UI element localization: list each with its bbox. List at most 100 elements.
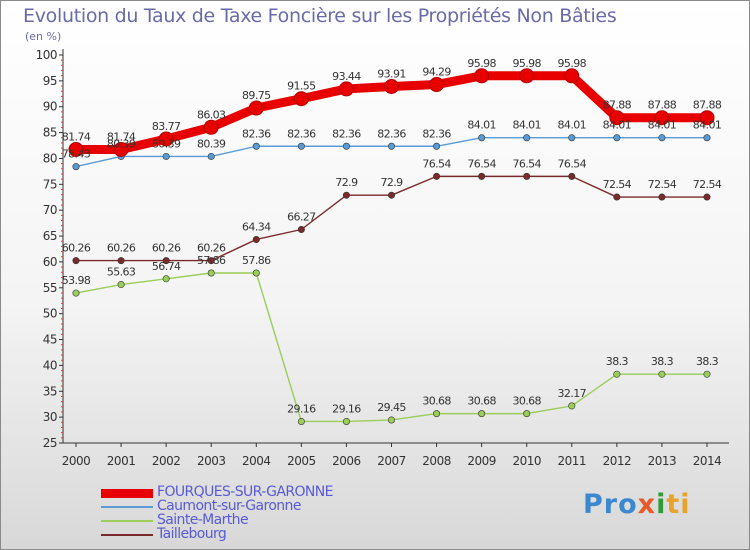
data-point-fourques — [564, 68, 580, 84]
data-label: 81.74 — [107, 130, 136, 143]
x-tick-label: 2003 — [197, 454, 226, 468]
data-label: 82.36 — [287, 127, 316, 140]
y-tick-label: 55 — [43, 281, 57, 295]
legend-label: Caumont-sur-Garonne — [157, 498, 301, 514]
data-point — [433, 410, 441, 418]
legend-item: Caumont-sur-Garonne — [101, 498, 431, 514]
data-point — [72, 257, 80, 265]
y-tick-label: 45 — [43, 333, 57, 347]
y-tick-label: 80 — [43, 151, 57, 165]
y-tick-label: 90 — [43, 100, 57, 114]
data-label: 89.75 — [242, 89, 271, 102]
data-label: 84.01 — [603, 119, 632, 132]
data-label: 38.3 — [651, 355, 674, 368]
data-point-fourques — [338, 81, 354, 97]
data-label: 29.16 — [287, 402, 316, 415]
data-label: 60.26 — [197, 242, 226, 255]
data-point — [613, 134, 621, 142]
data-point-fourques — [474, 68, 490, 84]
x-tick-label: 2014 — [693, 454, 722, 468]
data-point — [297, 142, 305, 150]
data-label: 82.36 — [332, 127, 361, 140]
legend-label: Sainte-Marthe — [157, 512, 249, 528]
axes: 25 30 35 40 45 50 55 60 65 70 75 80 85 90 95 100 2000 200… — [36, 48, 729, 468]
x-tick-label: 2004 — [242, 454, 271, 468]
data-label: 83.77 — [152, 120, 181, 133]
data-point — [207, 269, 215, 277]
data-point-fourques — [429, 77, 445, 93]
data-label: 72.54 — [648, 178, 677, 191]
legend-label: FOURQUES-SUR-GARONNE — [157, 484, 334, 500]
data-point-fourques — [68, 141, 84, 157]
data-label: 56.74 — [152, 260, 181, 273]
data-point — [297, 417, 305, 425]
data-label: 32.17 — [558, 387, 587, 400]
x-tick-label: 2001 — [107, 454, 136, 468]
data-label: 72.54 — [693, 178, 722, 191]
data-label: 94.29 — [422, 66, 451, 79]
y-tick-label: 60 — [43, 255, 57, 269]
y-tick-label: 100 — [36, 48, 57, 62]
data-point-fourques — [699, 110, 715, 126]
data-point-fourques — [609, 110, 625, 126]
data-label: 84.01 — [693, 119, 722, 132]
legend-swatch — [101, 520, 153, 522]
y-tick-label: 50 — [43, 307, 57, 321]
data-label: 80.39 — [152, 137, 181, 150]
chart-subtitle: (en %) — [25, 30, 62, 43]
data-point — [297, 225, 305, 233]
data-point — [252, 269, 260, 277]
x-tick-label: 2008 — [422, 454, 451, 468]
data-label: 84.01 — [467, 119, 496, 132]
data-point — [117, 281, 125, 289]
legend-swatch — [101, 489, 153, 498]
data-point-fourques — [654, 110, 670, 126]
data-label: 93.44 — [332, 70, 361, 83]
data-point — [433, 142, 441, 150]
data-point — [568, 172, 576, 180]
data-point — [478, 410, 486, 418]
series-line-2 — [75, 272, 708, 423]
logo-part-2: x — [637, 489, 657, 520]
data-label: 55.63 — [107, 266, 136, 279]
x-tick-label: 2013 — [648, 454, 677, 468]
data-point-fourques — [519, 68, 535, 84]
data-label: 72.9 — [335, 176, 358, 189]
data-label: 87.88 — [603, 99, 632, 112]
data-label: 30.68 — [467, 395, 496, 408]
legend-item: Sainte-Marthe — [101, 512, 431, 528]
data-point-fourques — [293, 91, 309, 107]
data-label: 80.39 — [107, 137, 136, 150]
data-point — [478, 134, 486, 142]
data-label: 93.91 — [377, 68, 406, 81]
data-label: 53.98 — [62, 274, 91, 287]
data-label: 84.01 — [512, 119, 541, 132]
proxiti-logo: Proxiti — [583, 489, 691, 520]
data-label: 60.26 — [107, 242, 136, 255]
x-tick-label: 2000 — [62, 454, 91, 468]
data-label: 29.45 — [377, 401, 406, 414]
data-label: 84.01 — [648, 119, 677, 132]
data-point — [387, 416, 395, 424]
data-point — [207, 152, 215, 160]
data-label: 86.03 — [197, 108, 226, 121]
data-label: 87.88 — [693, 99, 722, 112]
data-point — [613, 193, 621, 201]
data-point — [162, 152, 170, 160]
x-tick-label: 2006 — [332, 454, 361, 468]
data-label: 78.43 — [62, 148, 91, 161]
data-point — [162, 257, 170, 265]
data-point — [703, 134, 711, 142]
legend-item: Taillebourg — [101, 526, 431, 542]
logo-part-3: i — [656, 489, 667, 520]
data-label: 76.54 — [467, 157, 496, 170]
data-label: 30.68 — [422, 395, 451, 408]
x-tick-label: 2005 — [287, 454, 316, 468]
logo-part-4: ti — [666, 489, 691, 520]
data-point — [658, 370, 666, 378]
y-tick-label: 65 — [43, 229, 57, 243]
y-tick-label: 25 — [43, 436, 57, 450]
data-point — [162, 275, 170, 283]
data-point — [117, 257, 125, 265]
data-point — [703, 193, 711, 201]
